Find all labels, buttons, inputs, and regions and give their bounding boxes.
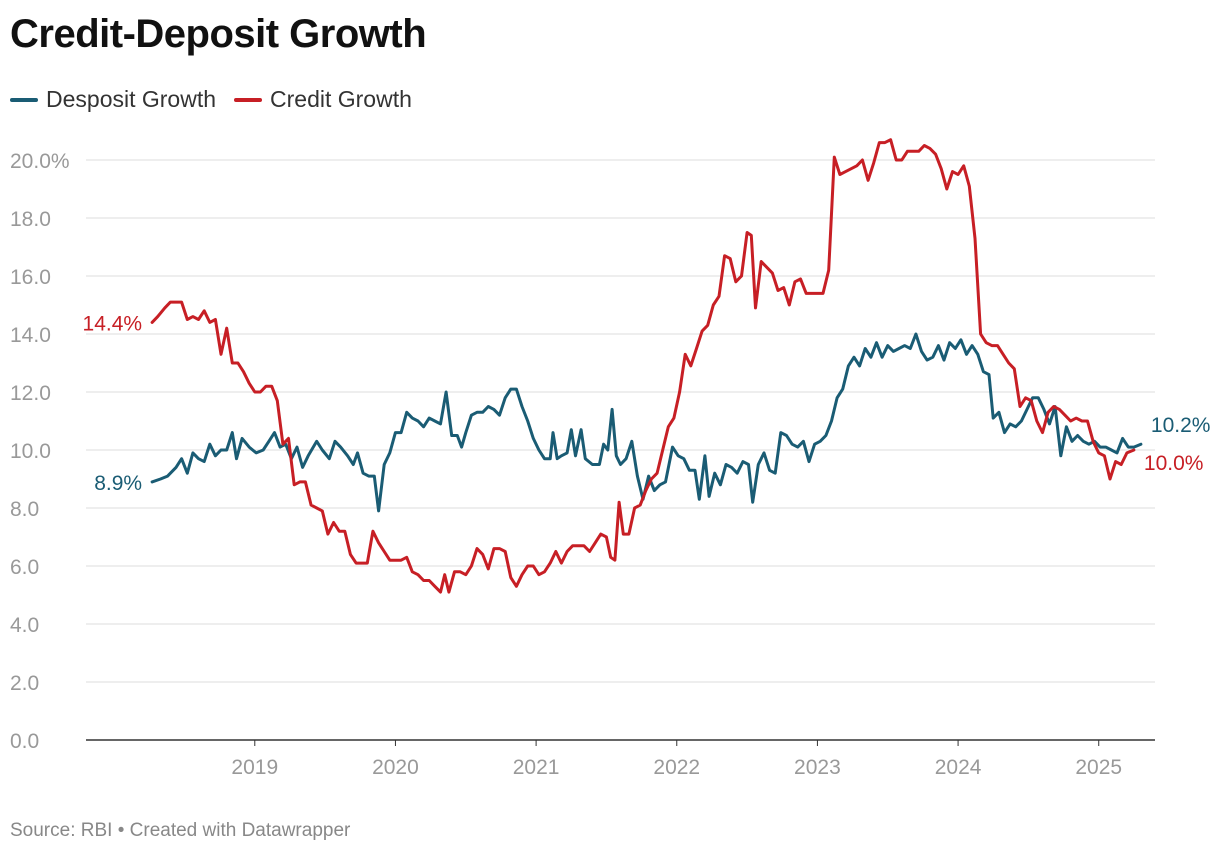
start-label-credit: 14.4% xyxy=(83,312,143,335)
y-tick-label: 16.0 xyxy=(10,266,51,289)
end-label-credit: 10.0% xyxy=(1144,452,1204,475)
x-tick-label: 2025 xyxy=(1075,756,1122,779)
legend: Desposit Growth Credit Growth xyxy=(10,86,430,113)
x-tick-label: 2023 xyxy=(794,756,841,779)
end-label-deposit: 10.2% xyxy=(1151,414,1211,437)
source-note: Source: RBI • Created with Datawrapper xyxy=(10,820,351,841)
series-line-credit xyxy=(150,138,1136,594)
y-tick-label: 18.0 xyxy=(10,208,51,231)
legend-label-deposit: Desposit Growth xyxy=(46,86,217,112)
legend-label-credit: Credit Growth xyxy=(270,86,412,112)
y-tick-label: 10.0 xyxy=(10,440,51,463)
y-tick-label: 20.0% xyxy=(10,150,70,173)
legend-swatch-deposit xyxy=(10,97,38,102)
y-tick-label: 8.0 xyxy=(10,498,39,521)
x-tick-label: 2019 xyxy=(231,756,278,779)
y-tick-label: 12.0 xyxy=(10,382,51,405)
start-label-deposit: 8.9% xyxy=(94,472,142,495)
legend-item-deposit: Desposit Growth xyxy=(10,86,216,113)
x-tick-label: 2021 xyxy=(513,756,560,779)
legend-swatch-credit xyxy=(234,97,263,102)
y-tick-label: 2.0 xyxy=(10,672,39,695)
y-tick-label: 4.0 xyxy=(10,614,39,637)
x-tick-label: 2020 xyxy=(372,756,419,779)
x-tick-label: 2022 xyxy=(653,756,700,779)
legend-item-credit: Credit Growth xyxy=(234,86,412,113)
x-tick-label: 2024 xyxy=(935,756,982,779)
y-tick-label: 14.0 xyxy=(10,324,51,347)
y-tick-label: 6.0 xyxy=(10,556,39,579)
chart-title: Credit-Deposit Growth xyxy=(10,12,427,56)
y-tick-label: 0.0 xyxy=(10,730,39,753)
line-chart: 0.0 2.0 4.0 6.0 8.0 10.0 12.0 14.0 16.0 18.0 20.0%… xyxy=(10,138,1211,779)
series-line-deposit xyxy=(150,332,1143,513)
